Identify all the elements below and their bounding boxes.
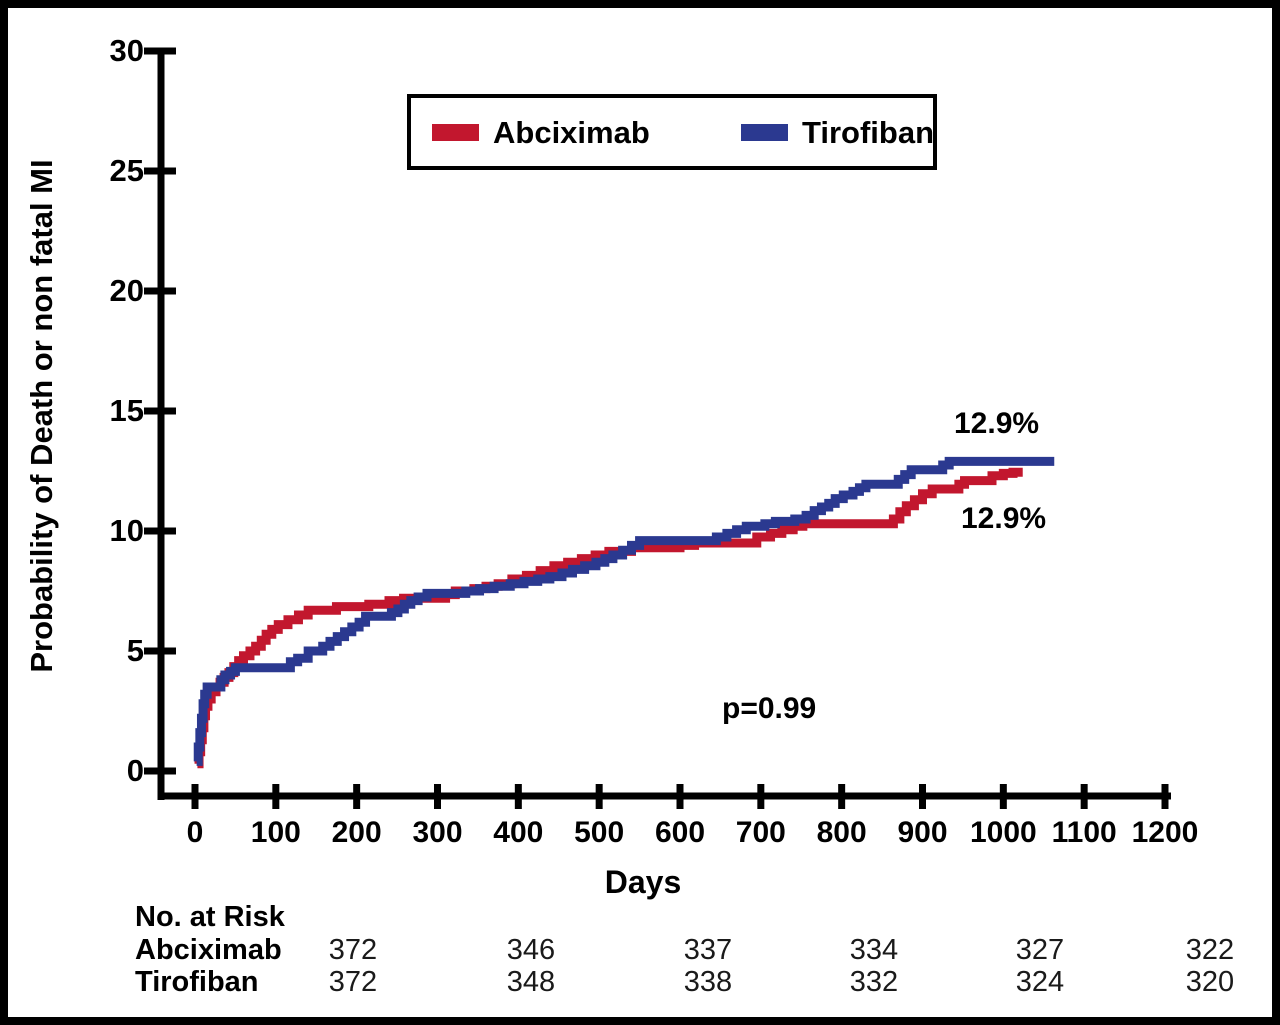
x-tick-label: 1000	[969, 816, 1037, 849]
tirofiban-final-value-label: 12.9%	[954, 407, 1040, 440]
risk-cell: 372	[328, 966, 378, 998]
curve-abciximab	[194, 467, 1023, 769]
y-tick-label: 15	[109, 393, 144, 428]
x-tick-label: 800	[816, 816, 867, 849]
risk-cell: 348	[506, 966, 556, 998]
x-tick-label: 600	[654, 816, 706, 849]
risk-cell: 337	[683, 934, 733, 966]
risk-cell: 327	[1015, 934, 1065, 966]
x-tick-label: 300	[412, 816, 463, 849]
x-tick-label: 0	[186, 816, 204, 849]
risk-cell: 324	[1015, 966, 1065, 998]
y-axis-title: Probability of Death or non fatal MI	[24, 159, 59, 673]
legend-label-tirofiban: Tirofiban	[802, 115, 935, 150]
abciximab-final-value-label: 12.9%	[961, 502, 1047, 535]
chart-svg	[144, 47, 1171, 809]
curve-tirofiban	[193, 456, 1055, 766]
risk-cell: 334	[849, 934, 899, 966]
x-tick-label: 400	[493, 816, 544, 849]
risk-cell: 338	[683, 966, 733, 998]
x-tick-label: 1200	[1131, 816, 1199, 849]
risk-table-title: No. at Risk	[135, 901, 285, 933]
x-axis-title: Days	[604, 864, 682, 900]
legend-swatch-tirofiban	[741, 124, 788, 141]
y-tick-label: 20	[109, 273, 144, 308]
risk-cell: 320	[1185, 966, 1235, 998]
x-tick-label: 900	[897, 816, 948, 849]
p-value-label: p=0.99	[722, 692, 817, 725]
legend-swatch-abciximab	[432, 124, 479, 141]
y-tick-label: 0	[126, 753, 144, 788]
legend: Abciximab Tirofiban	[407, 94, 937, 170]
risk-cell: 346	[506, 934, 556, 966]
risk-cell: 372	[328, 934, 378, 966]
x-tick-label: 1100	[1051, 816, 1117, 849]
risk-row-label-abciximab: Abciximab	[135, 934, 282, 966]
x-tick-label: 100	[250, 816, 301, 849]
x-tick-label: 500	[574, 816, 625, 849]
legend-label-abciximab: Abciximab	[493, 115, 650, 150]
x-tick-label: 200	[331, 816, 382, 849]
y-tick-label: 25	[109, 153, 144, 188]
y-tick-label: 5	[126, 633, 144, 668]
risk-cell: 322	[1185, 934, 1235, 966]
y-tick-label: 30	[109, 33, 144, 68]
y-tick-label: 10	[109, 513, 144, 548]
x-tick-label: 700	[735, 816, 786, 849]
risk-row-label-tirofiban: Tirofiban	[135, 966, 259, 998]
risk-cell: 332	[849, 966, 899, 998]
